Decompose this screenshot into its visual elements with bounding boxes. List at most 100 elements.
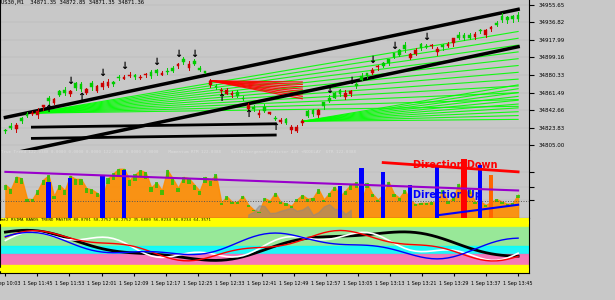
Bar — [4, 184, 7, 190]
Bar — [279, 120, 282, 122]
Bar — [435, 166, 439, 218]
Bar — [63, 90, 66, 93]
Bar — [25, 199, 29, 202]
Bar — [279, 202, 282, 205]
Bar — [349, 184, 352, 190]
Bar — [376, 66, 379, 68]
Bar — [419, 44, 423, 48]
Bar — [74, 83, 77, 88]
Bar — [263, 198, 266, 201]
Bar — [236, 92, 239, 96]
Bar — [149, 188, 153, 192]
Bar — [133, 175, 137, 181]
Bar — [382, 63, 384, 66]
Bar — [408, 200, 412, 203]
Bar — [231, 202, 234, 204]
Bar — [58, 185, 61, 190]
Bar — [500, 202, 504, 204]
Bar — [387, 182, 390, 187]
Bar — [198, 191, 201, 195]
Bar — [430, 202, 434, 205]
Text: ↓: ↓ — [98, 68, 106, 78]
Bar — [128, 180, 131, 186]
Bar — [322, 102, 325, 106]
Bar — [9, 189, 12, 194]
Bar — [101, 198, 104, 201]
Bar — [252, 210, 255, 211]
Bar — [446, 44, 450, 46]
Bar — [441, 190, 444, 194]
Bar — [478, 201, 482, 204]
Bar — [333, 187, 336, 191]
Text: ↑: ↑ — [271, 122, 279, 132]
Bar — [269, 112, 271, 113]
Bar — [376, 200, 379, 202]
Bar — [220, 202, 223, 205]
Bar — [359, 167, 363, 218]
Bar — [392, 53, 395, 57]
Bar — [177, 188, 180, 193]
Bar — [74, 179, 77, 185]
Bar — [339, 90, 341, 94]
Bar — [517, 15, 520, 19]
Bar — [0, 254, 529, 265]
Text: ↓: ↓ — [347, 76, 355, 86]
Bar — [165, 170, 169, 177]
Bar — [301, 121, 304, 123]
Bar — [458, 35, 460, 38]
Bar — [144, 172, 148, 179]
Bar — [387, 59, 390, 63]
Bar — [478, 164, 483, 218]
Bar — [150, 72, 153, 76]
Bar — [42, 105, 44, 107]
Bar — [171, 178, 174, 184]
Text: ↓: ↓ — [174, 49, 182, 59]
Bar — [0, 226, 529, 246]
Bar — [408, 185, 412, 218]
Bar — [69, 91, 71, 94]
Bar — [47, 175, 50, 182]
Bar — [403, 190, 407, 194]
Bar — [68, 176, 72, 182]
Bar — [360, 76, 363, 80]
Bar — [79, 85, 82, 89]
Bar — [284, 203, 288, 206]
Bar — [106, 82, 109, 86]
Bar — [155, 70, 158, 73]
Bar — [95, 193, 99, 197]
Bar — [452, 197, 455, 201]
Bar — [0, 265, 529, 273]
Bar — [414, 204, 417, 206]
Bar — [63, 190, 66, 194]
Bar — [215, 86, 217, 87]
Bar — [53, 99, 55, 103]
Bar — [231, 93, 234, 95]
Bar — [355, 84, 357, 86]
Bar — [419, 203, 423, 205]
Bar — [484, 205, 487, 207]
Bar — [188, 178, 191, 184]
Bar — [79, 179, 82, 185]
Bar — [52, 196, 55, 200]
Bar — [311, 198, 315, 201]
Bar — [96, 86, 98, 91]
Bar — [106, 178, 109, 184]
Bar — [252, 107, 255, 109]
Bar — [495, 199, 498, 202]
Text: Direction Up: Direction Up — [413, 190, 482, 200]
Bar — [0, 218, 529, 226]
Bar — [517, 195, 520, 198]
Bar — [490, 202, 493, 204]
Bar — [468, 189, 471, 194]
Bar — [236, 202, 239, 204]
Bar — [501, 16, 503, 20]
Bar — [392, 194, 395, 197]
Bar — [139, 170, 142, 177]
Bar — [117, 77, 120, 78]
Bar — [317, 110, 320, 115]
Bar — [344, 93, 347, 97]
Bar — [268, 201, 271, 203]
Bar — [474, 202, 477, 204]
Bar — [188, 64, 190, 68]
Bar — [192, 185, 196, 190]
